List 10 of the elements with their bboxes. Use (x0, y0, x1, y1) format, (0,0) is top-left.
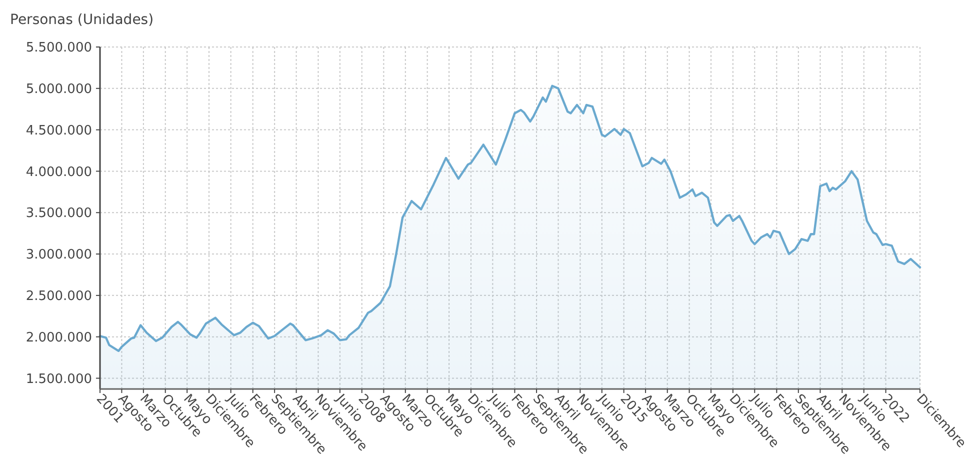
y-axis-title: Personas (Unidades) (10, 12, 154, 28)
y-tick-label: 1.500.000 (26, 372, 92, 387)
y-tick-label: 4.000.000 (26, 164, 92, 180)
y-tick-label: 5.500.000 (26, 40, 92, 56)
y-tick-label: 4.500.000 (26, 123, 92, 138)
y-tick-label: 2.500.000 (26, 288, 92, 304)
y-tick-label: 2.000.000 (26, 330, 92, 346)
y-tick-label: 3.000.000 (26, 248, 92, 263)
y-tick-label: 5.000.000 (26, 82, 92, 97)
y-tick-label: 3.500.000 (26, 206, 92, 222)
